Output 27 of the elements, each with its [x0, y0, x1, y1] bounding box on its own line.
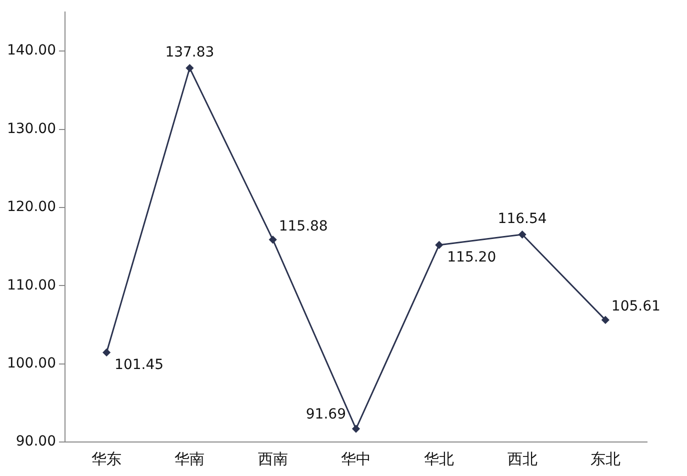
y-tick-label: 140.00 — [6, 42, 56, 59]
data-label: 116.54 — [498, 211, 547, 228]
point — [602, 316, 610, 324]
point — [518, 230, 526, 238]
data-label: 137.83 — [165, 44, 214, 61]
x-tick-label: 华东 — [92, 450, 122, 468]
x-tick-label: 华北 — [424, 450, 454, 468]
point — [269, 236, 277, 244]
y-tick-label: 120.00 — [6, 199, 56, 216]
x-tick-label: 华南 — [174, 450, 205, 468]
point — [102, 348, 110, 356]
x-tick-label: 西南 — [258, 450, 288, 468]
data-label: 91.69 — [306, 406, 346, 422]
point — [186, 64, 194, 72]
data-label: 115.88 — [278, 218, 328, 234]
point — [352, 425, 360, 433]
data-label: 105.61 — [611, 298, 660, 315]
data-label: 115.20 — [447, 250, 496, 266]
point — [435, 241, 443, 249]
data-label: 101.45 — [114, 357, 164, 374]
x-tick-label: 华中 — [340, 450, 371, 468]
x-tick-label: 西北 — [507, 450, 538, 468]
y-tick-label: 110.00 — [6, 277, 56, 294]
y-tick-label: 100.00 — [6, 355, 56, 372]
x-tick-label: 东北 — [590, 450, 620, 468]
y-tick-label: 90.00 — [16, 434, 56, 450]
y-tick-label: 130.00 — [6, 120, 56, 137]
